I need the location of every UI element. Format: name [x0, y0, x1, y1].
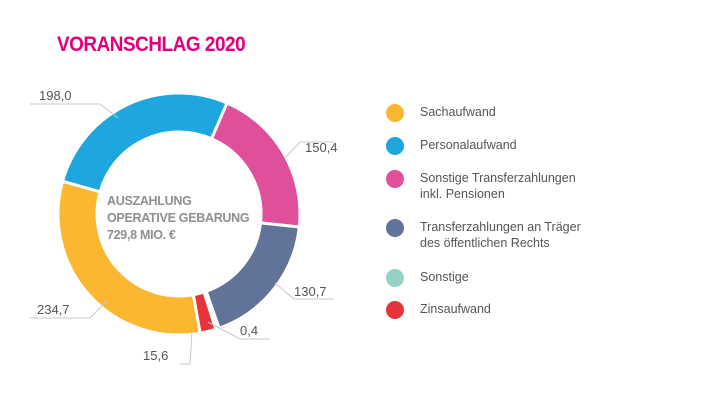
legend-label: Personalaufwand [420, 138, 517, 152]
legend-item-personalaufwand: Personalaufwand [386, 137, 581, 170]
legend-label-line2: inkl. Pensionen [420, 187, 505, 201]
legend-label: Sonstige Transferzahlungen [420, 171, 576, 185]
data-label: 0,4 [240, 323, 259, 338]
data-label: 198,0 [39, 88, 72, 103]
donut-slice-198-0 [60, 91, 230, 194]
legend-dot [386, 137, 404, 155]
legend-label: Transferzahlungen an Träger [420, 220, 581, 234]
data-label: 234,7 [37, 302, 70, 317]
leader-line-15-6 [180, 331, 193, 365]
legend-item-sonstige-transferzahlungen: Sonstige Transferzahlungen inkl. Pensione… [386, 170, 581, 219]
legend-item-zinsaufwand: Zinsaufwand [386, 301, 581, 333]
legend-label: Sachaufwand [420, 105, 496, 119]
legend-item-transferzahlungen-traeger: Transferzahlungen an Träger des öffentlic… [386, 219, 581, 269]
center-line-2: OPERATIVE GEBARUNG [107, 211, 250, 225]
legend-dot [386, 104, 404, 122]
legend-label: Sonstige [420, 270, 469, 284]
chart-title: VORANSCHLAG 2020 [57, 33, 246, 56]
leader-line-130 [274, 282, 334, 300]
leader-line-198 [30, 103, 119, 119]
legend-dot [386, 219, 404, 237]
legend-item-sonstige: Sonstige [386, 269, 581, 301]
donut-center-label: AUSZAHLUNG OPERATIVE GEBARUNG 729,8 MIO.… [107, 193, 250, 244]
legend-label-line2: des öffentlichen Rechts [420, 236, 550, 250]
leader-line-150 [284, 141, 334, 159]
data-label: 150,4 [305, 140, 338, 155]
legend-dot [386, 269, 404, 287]
legend: Sachaufwand Personalaufwand Sonstige Tra… [386, 104, 581, 333]
legend-dot [386, 301, 404, 319]
data-label: 15,6 [143, 348, 169, 363]
legend-item-sachaufwand: Sachaufwand [386, 104, 581, 137]
legend-label: Zinsaufwand [420, 302, 491, 316]
data-label: 130,7 [294, 284, 327, 299]
center-line-1: AUSZAHLUNG [107, 194, 192, 208]
leader-line-234 [30, 299, 109, 319]
leader-line-0-4 [207, 321, 270, 340]
legend-dot [386, 170, 404, 188]
donut-slice-234-7 [56, 179, 202, 337]
center-total: 729,8 MIO. € [107, 228, 176, 242]
